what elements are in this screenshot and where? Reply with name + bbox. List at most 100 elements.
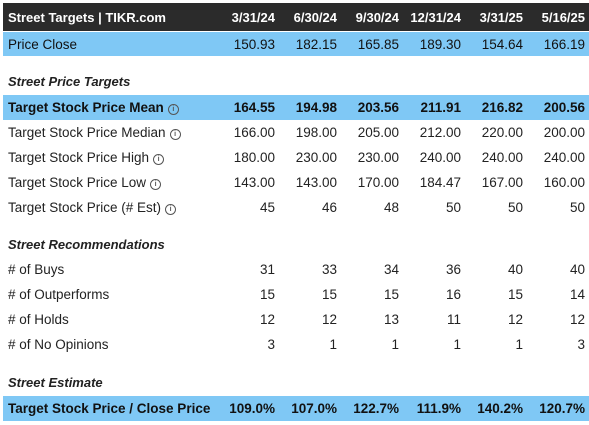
cell-value: 143.00 <box>233 175 275 190</box>
cell-value: 165.85 <box>357 36 399 52</box>
cell-value: 240.00 <box>481 150 523 165</box>
cell-value: 167.00 <box>481 175 523 190</box>
cell-value: 230.00 <box>357 150 399 165</box>
cell-value: 1 <box>515 337 523 352</box>
cell-value: 45 <box>259 200 275 215</box>
cell-value: 200.56 <box>543 100 585 115</box>
cell-value: 230.00 <box>295 150 337 165</box>
cell-value: 1 <box>391 337 399 352</box>
cell-value: 46 <box>321 200 337 215</box>
cell-value: 12 <box>507 312 523 327</box>
info-circle-icon[interactable]: i <box>167 104 179 115</box>
cell-value: 166.19 <box>543 36 585 52</box>
row-label: # of No Opinions <box>8 337 109 352</box>
table-header: Street Targets | TIKR.com 3/31/24 6/30/2… <box>3 3 589 31</box>
cell-value: 216.82 <box>481 100 523 115</box>
outperforms-row: # of Outperforms 15 15 15 16 15 14 <box>3 282 589 307</box>
cell-value: 194.98 <box>295 100 337 115</box>
cell-value: 40 <box>569 262 585 277</box>
cell-value: 50 <box>445 200 461 215</box>
date-header: 12/31/24 <box>410 9 461 25</box>
cell-value: 107.0% <box>291 401 337 416</box>
cell-value: 211.91 <box>420 100 461 115</box>
info-circle-icon[interactable]: i <box>169 129 181 140</box>
cell-value: 1 <box>453 337 461 352</box>
date-header: 6/30/24 <box>293 9 337 25</box>
cell-value: 203.56 <box>357 100 399 115</box>
cell-value: 200.00 <box>543 125 585 140</box>
info-circle-icon[interactable]: i <box>150 179 162 190</box>
cell-value: 184.47 <box>419 175 461 190</box>
cell-value: 14 <box>569 287 585 302</box>
cell-value: 50 <box>507 200 523 215</box>
cell-value: 164.55 <box>233 100 275 115</box>
cell-value: 140.2% <box>477 401 523 416</box>
row-label: Target Stock Price Low <box>8 175 147 190</box>
cell-value: 48 <box>383 200 399 215</box>
buys-row: # of Buys 31 33 34 36 40 40 <box>3 257 589 282</box>
price-close-row: Price Close 150.93 182.15 165.85 189.30 … <box>3 32 589 56</box>
cell-value: 34 <box>383 262 399 277</box>
cell-value: 1 <box>329 337 337 352</box>
cell-value: 31 <box>259 262 275 277</box>
cell-value: 12 <box>569 312 585 327</box>
row-label: Price Close <box>8 36 78 52</box>
cell-value: 160.00 <box>543 175 585 190</box>
row-label: Target Stock Price (# Est) <box>8 200 162 215</box>
cell-value: 143.00 <box>295 175 337 190</box>
info-circle-icon[interactable]: i <box>165 204 177 215</box>
cell-value: 240.00 <box>543 150 585 165</box>
target-close-ratio-row: Target Stock Price / Close Price 109.0% … <box>3 396 589 421</box>
holds-row: # of Holds 12 12 13 11 12 12 <box>3 307 589 332</box>
cell-value: 182.15 <box>295 36 337 52</box>
date-header: 3/31/25 <box>479 9 523 25</box>
cell-value: 166.00 <box>233 125 275 140</box>
cell-value: 122.7% <box>353 401 399 416</box>
info-circle-icon[interactable]: i <box>153 154 165 165</box>
cell-value: 3 <box>577 337 585 352</box>
cell-value: 12 <box>259 312 275 327</box>
target-low-row: Target Stock Price Low i 143.00 143.00 17… <box>3 170 589 195</box>
cell-value: 120.7% <box>539 401 585 416</box>
cell-value: 109.0% <box>229 401 275 416</box>
row-label: Target Stock Price Median <box>8 125 166 140</box>
cell-value: 180.00 <box>233 150 275 165</box>
row-label: Target Stock Price / Close Price <box>8 401 211 416</box>
table-title: Street Targets | TIKR.com <box>8 9 166 25</box>
cell-value: 240.00 <box>419 150 461 165</box>
target-high-row: Target Stock Price High i 180.00 230.00 2… <box>3 145 589 170</box>
row-label: # of Holds <box>8 312 69 327</box>
row-label: # of Outperforms <box>8 287 110 302</box>
cell-value: 111.9% <box>416 401 461 416</box>
target-median-row: Target Stock Price Median i 166.00 198.00… <box>3 120 589 145</box>
target-mean-row: Target Stock Price Mean i 164.55 194.98 2… <box>3 95 589 120</box>
cell-value: 40 <box>507 262 523 277</box>
cell-value: 16 <box>445 287 461 302</box>
cell-value: 15 <box>507 287 523 302</box>
cell-value: 50 <box>569 200 585 215</box>
row-label: Target Stock Price Mean <box>8 100 164 115</box>
cell-value: 13 <box>383 312 399 327</box>
cell-value: 170.00 <box>357 175 399 190</box>
date-header: 9/30/24 <box>355 9 399 25</box>
cell-value: 15 <box>321 287 337 302</box>
cell-value: 220.00 <box>481 125 523 140</box>
cell-value: 212.00 <box>419 125 461 140</box>
cell-value: 33 <box>321 262 337 277</box>
cell-value: 189.30 <box>419 36 461 52</box>
date-header: 5/16/25 <box>541 9 585 25</box>
cell-value: 154.64 <box>481 36 523 52</box>
section-title-price-targets: Street Price Targets <box>8 74 131 89</box>
row-label: # of Buys <box>8 262 65 277</box>
cell-value: 15 <box>259 287 275 302</box>
target-num-est-row: Target Stock Price (# Est) i 45 46 48 50 … <box>3 195 589 220</box>
cell-value: 205.00 <box>357 125 399 140</box>
cell-value: 12 <box>321 312 337 327</box>
cell-value: 15 <box>383 287 399 302</box>
section-title-estimate: Street Estimate <box>8 375 103 390</box>
row-label: Target Stock Price High <box>8 150 150 165</box>
cell-value: 11 <box>446 312 461 327</box>
no-opinions-row: # of No Opinions 3 1 1 1 1 3 <box>3 332 589 357</box>
cell-value: 150.93 <box>233 36 275 52</box>
